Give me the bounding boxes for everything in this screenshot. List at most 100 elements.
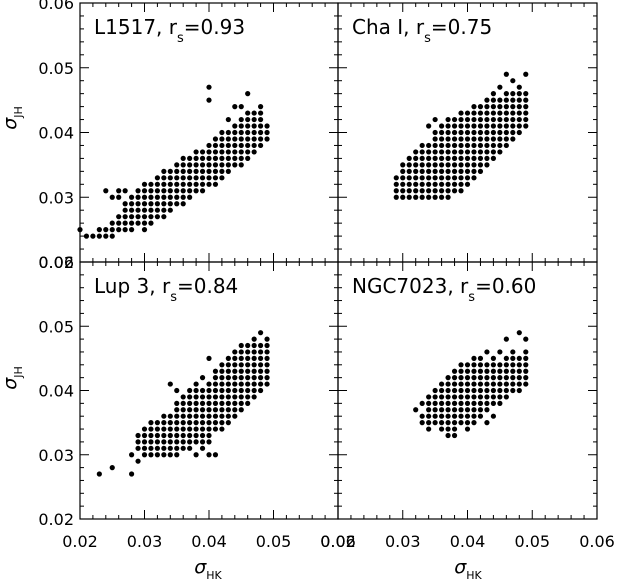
data-point bbox=[490, 381, 496, 387]
data-point bbox=[419, 162, 425, 168]
data-point bbox=[503, 116, 509, 123]
data-point bbox=[426, 181, 432, 187]
data-point bbox=[510, 375, 516, 381]
data-point bbox=[187, 394, 193, 400]
x-tick-label: 0.04 bbox=[191, 532, 227, 551]
data-point bbox=[174, 420, 180, 426]
data-point bbox=[523, 355, 529, 361]
data-point bbox=[219, 162, 225, 168]
data-point bbox=[490, 110, 496, 116]
data-point bbox=[206, 97, 212, 103]
data-point bbox=[471, 136, 477, 142]
data-point bbox=[477, 155, 484, 161]
data-point bbox=[464, 420, 471, 426]
data-point bbox=[400, 181, 406, 187]
data-point bbox=[490, 149, 496, 155]
data-point bbox=[510, 116, 516, 123]
data-point bbox=[258, 142, 264, 149]
data-point bbox=[426, 188, 432, 194]
data-point bbox=[219, 394, 225, 400]
data-point bbox=[232, 413, 238, 419]
data-point bbox=[458, 155, 464, 161]
data-point bbox=[174, 188, 180, 194]
data-point bbox=[238, 116, 244, 123]
data-point bbox=[232, 142, 238, 149]
data-point bbox=[432, 149, 438, 155]
data-point bbox=[471, 104, 477, 110]
data-point bbox=[251, 349, 257, 355]
data-point bbox=[238, 407, 244, 413]
panel-2: Cha I, rs=0.75 bbox=[337, 2, 598, 263]
data-point bbox=[174, 439, 180, 445]
data-point bbox=[458, 136, 464, 142]
data-point bbox=[432, 168, 438, 174]
data-point bbox=[161, 168, 167, 174]
y-axis-label: σJH bbox=[0, 366, 25, 390]
data-point bbox=[251, 342, 257, 349]
data-point bbox=[167, 201, 173, 207]
data-point bbox=[199, 445, 206, 451]
data-point bbox=[503, 375, 509, 381]
data-point bbox=[109, 227, 115, 233]
data-point bbox=[413, 168, 419, 174]
data-point bbox=[426, 162, 432, 168]
data-point bbox=[497, 400, 503, 406]
data-point bbox=[206, 394, 212, 400]
data-point bbox=[406, 194, 412, 200]
data-point bbox=[161, 175, 167, 181]
data-point bbox=[206, 439, 212, 445]
data-point bbox=[193, 400, 199, 406]
data-point bbox=[206, 432, 212, 439]
data-point bbox=[426, 394, 432, 400]
data-point bbox=[135, 445, 141, 451]
data-point bbox=[458, 142, 464, 149]
data-point bbox=[225, 413, 231, 419]
data-point bbox=[219, 362, 225, 368]
data-point bbox=[258, 387, 264, 394]
data-point bbox=[484, 400, 490, 406]
data-point bbox=[238, 387, 244, 394]
data-point bbox=[516, 355, 522, 361]
data-point bbox=[451, 123, 458, 129]
data-point bbox=[167, 413, 173, 419]
data-point bbox=[199, 420, 206, 426]
data-point bbox=[225, 149, 231, 155]
data-point bbox=[135, 220, 141, 226]
panel-label: NGC7023, rs=0.60 bbox=[352, 274, 536, 305]
data-point bbox=[154, 432, 160, 439]
data-point bbox=[400, 194, 406, 200]
data-point bbox=[406, 175, 412, 181]
data-point bbox=[187, 445, 193, 451]
data-point bbox=[497, 368, 503, 374]
data-point bbox=[516, 104, 522, 110]
data-point bbox=[393, 181, 399, 187]
data-point bbox=[199, 426, 206, 432]
data-point bbox=[180, 407, 186, 413]
data-point bbox=[148, 426, 154, 432]
data-point bbox=[413, 162, 419, 168]
data-point bbox=[432, 181, 438, 187]
data-point bbox=[419, 168, 425, 174]
data-point bbox=[451, 394, 458, 400]
data-point bbox=[477, 110, 484, 116]
data-point bbox=[251, 355, 257, 361]
data-point bbox=[225, 116, 231, 123]
data-point bbox=[232, 394, 238, 400]
data-point bbox=[464, 381, 471, 387]
data-point bbox=[413, 188, 419, 194]
data-point bbox=[161, 432, 167, 439]
data-point bbox=[103, 188, 109, 194]
data-point bbox=[167, 207, 173, 213]
data-point bbox=[212, 149, 219, 155]
data-point bbox=[439, 162, 445, 168]
data-point bbox=[245, 91, 251, 97]
data-point bbox=[174, 445, 180, 451]
data-point bbox=[516, 123, 522, 129]
data-point bbox=[477, 407, 484, 413]
data-point bbox=[212, 381, 219, 387]
data-point bbox=[490, 136, 496, 142]
data-point bbox=[477, 387, 484, 394]
data-point bbox=[174, 452, 180, 458]
data-point bbox=[199, 188, 206, 194]
